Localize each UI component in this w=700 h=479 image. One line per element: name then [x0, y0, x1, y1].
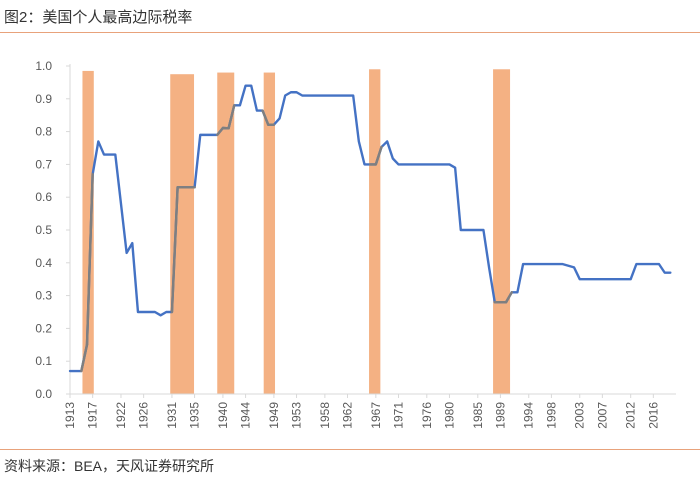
x-tick-label: 2012 [624, 402, 638, 429]
x-tick-label: 1958 [318, 402, 332, 429]
y-tick-label: 0.2 [35, 321, 52, 335]
x-tick-label: 1953 [290, 402, 304, 429]
x-tick-label: 1935 [188, 402, 202, 429]
shaded-period [82, 70, 94, 395]
shaded-period [369, 69, 381, 394]
y-tick-label: 0.9 [35, 92, 52, 106]
x-tick-label: 1994 [522, 402, 536, 429]
y-tick-label: 0.8 [35, 125, 52, 139]
x-tick-label: 1913 [63, 402, 77, 429]
series-segment-in-shade [170, 186, 179, 314]
x-tick-label: 1971 [391, 402, 405, 429]
series-segment-in-shade [374, 145, 383, 166]
x-tick-label: 1967 [369, 402, 383, 429]
series-lines [68, 84, 672, 373]
axes [66, 64, 676, 398]
series-segment-in-shade [504, 291, 513, 304]
series-segment-in-shade [216, 126, 225, 137]
footer-divider [0, 449, 700, 450]
x-tick-label: 1962 [341, 402, 355, 429]
y-tick-label: 0.3 [35, 289, 52, 303]
x-tick-label: 1985 [471, 402, 485, 429]
shaded-periods [82, 69, 511, 395]
source-note: 资料来源：BEA，天风证券研究所 [4, 458, 215, 474]
page-title: 图2：美国个人最高边际税率 [4, 9, 193, 26]
header-divider [0, 32, 700, 33]
y-tick-label: 1.0 [35, 59, 52, 73]
shaded-period [263, 72, 276, 394]
series-segment-in-shade [227, 104, 236, 130]
series-segment-in-shade [261, 109, 270, 126]
x-tick-label: 2003 [573, 402, 587, 429]
y-tick-label: 0.6 [35, 190, 52, 204]
x-tick-label: 1940 [216, 402, 230, 429]
x-tick-label: 1976 [420, 402, 434, 429]
y-tick-label: 0.0 [35, 387, 52, 401]
y-tick-label: 0.7 [35, 157, 52, 171]
y-tick-labels: 0.0 0.1 0.2 0.3 0.4 0.5 0.6 0.7 0.8 0.9 1.0 [35, 59, 52, 401]
x-tick-label: 1998 [544, 402, 558, 429]
x-tick-labels: 1913 1917 1922 1926 1931 1935 1940 1944 1949 1953… [63, 402, 660, 429]
shaded-period [217, 72, 235, 394]
x-tick-label: 2007 [595, 402, 609, 429]
x-tick-label: 2016 [646, 402, 660, 429]
shaded-period [493, 69, 511, 394]
x-tick-label: 1926 [137, 402, 151, 429]
y-tick-label: 0.1 [35, 354, 52, 368]
y-tick-label: 0.5 [35, 223, 52, 237]
series-segment-in-shade [80, 343, 89, 373]
x-tick-label: 1931 [165, 402, 179, 429]
x-tick-label: 1917 [86, 402, 100, 429]
x-tick-label: 1989 [493, 402, 507, 429]
x-tick-label: 1980 [442, 402, 456, 429]
series-segment-in-shade [85, 173, 94, 346]
x-tick-label: 1949 [267, 402, 281, 429]
y-tick-label: 0.4 [35, 256, 52, 270]
x-tick-label: 1922 [114, 402, 128, 429]
shaded-period [170, 74, 195, 394]
x-tick-label: 1944 [239, 402, 253, 429]
